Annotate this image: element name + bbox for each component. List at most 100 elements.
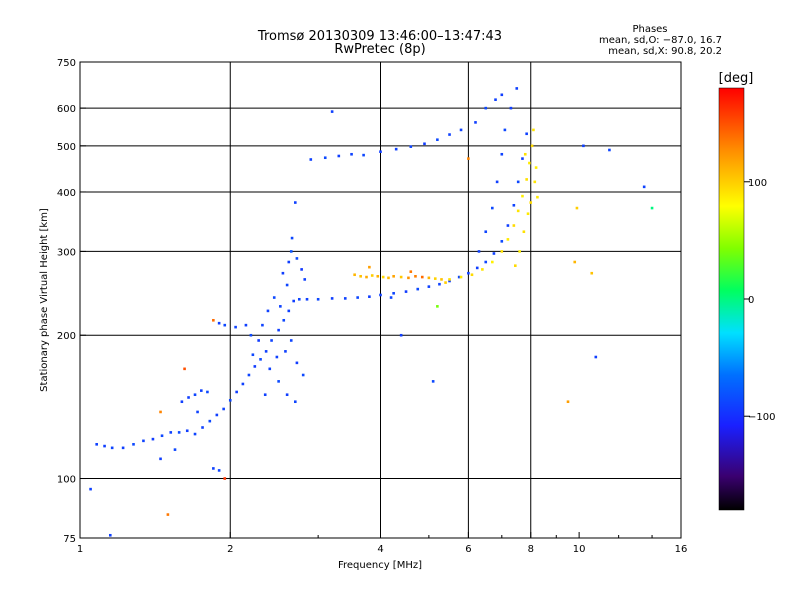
o-mode-point	[416, 287, 420, 291]
o-mode-point	[110, 446, 114, 450]
o-mode-point	[263, 393, 267, 397]
x-tick-label: 8	[528, 544, 534, 555]
o-mode-point	[515, 87, 519, 90]
stats-heading: Phases	[632, 24, 667, 35]
o-mode-point	[594, 355, 598, 359]
o-mode-point	[423, 142, 426, 146]
o-mode-point	[208, 419, 212, 423]
o-mode-point	[234, 325, 237, 329]
y-axis-label: Stationary phase Virtual Height [km]	[39, 208, 50, 392]
o-mode-point	[389, 296, 393, 299]
o-mode-point	[277, 328, 280, 332]
o-mode-point	[521, 157, 524, 160]
o-mode-point	[506, 224, 510, 227]
o-mode-point	[404, 290, 408, 293]
o-mode-point	[285, 283, 289, 287]
o-mode-point	[249, 333, 253, 337]
o-mode-point	[500, 240, 504, 243]
y-tick-label: 500	[57, 142, 76, 153]
o-mode-point	[459, 128, 463, 132]
o-mode-point	[294, 201, 297, 204]
o-mode-point	[484, 230, 488, 234]
o-mode-point	[491, 206, 494, 210]
stats-x-line: mean, sd,X: 90.8, 20.2	[608, 46, 722, 57]
x-mode-point	[525, 178, 528, 181]
o-mode-point	[270, 339, 273, 342]
x-mode-point	[534, 166, 538, 169]
y-tick-label: 400	[57, 188, 76, 199]
o-mode-point	[268, 367, 272, 371]
x-mode-point	[353, 273, 356, 277]
chart-title: Tromsø 20130309 13:46:00–13:47:43	[257, 29, 502, 44]
o-mode-point	[279, 305, 282, 308]
o-mode-point	[500, 152, 504, 156]
x-mode-point	[459, 275, 463, 279]
o-mode-point	[294, 400, 297, 404]
x-mode-point	[481, 268, 484, 271]
o-mode-point	[295, 361, 299, 365]
o-mode-point	[121, 446, 125, 450]
x-mode-point	[575, 206, 579, 210]
x-mode-point	[526, 212, 530, 216]
x-mode-point	[529, 201, 533, 204]
o-mode-point	[185, 429, 189, 433]
o-mode-point	[89, 487, 92, 491]
stats-o-line: mean, sd,O: −87.0, 16.7	[599, 35, 722, 46]
x-mode-point	[566, 400, 570, 404]
x-mode-point	[159, 410, 162, 414]
chart-subtitle: RwPretec (8p)	[334, 42, 425, 57]
o-mode-point	[266, 309, 270, 313]
o-mode-point	[431, 380, 435, 383]
o-mode-point	[509, 106, 513, 110]
o-mode-point	[303, 278, 307, 281]
o-mode-point	[241, 382, 245, 386]
o-mode-point	[235, 390, 238, 394]
o-mode-point	[217, 469, 221, 472]
grid-lines	[80, 62, 681, 538]
x-tick-label: 6	[465, 544, 471, 555]
o-mode-point	[492, 252, 496, 255]
o-mode-point	[251, 353, 255, 357]
o-mode-point	[484, 106, 488, 110]
x-mode-point	[365, 275, 368, 279]
o-mode-point	[392, 291, 395, 295]
o-mode-point	[525, 132, 528, 136]
o-mode-point	[177, 431, 181, 434]
colorbar-label: [deg]	[719, 71, 754, 86]
o-mode-point	[350, 152, 353, 156]
x-axis-ticks: 1 2 4 6 8 10 16	[77, 532, 687, 555]
o-mode-point	[467, 271, 470, 275]
x-mode-point	[359, 274, 362, 278]
colorbar-tick-label: 100	[748, 178, 767, 189]
o-mode-point	[608, 148, 611, 152]
o-mode-point	[337, 154, 341, 158]
x-mode-point	[530, 144, 534, 148]
o-mode-point	[362, 153, 365, 157]
x-mode-point	[536, 195, 539, 199]
o-mode-point	[132, 443, 135, 446]
o-mode-point	[297, 297, 301, 301]
o-mode-point	[169, 431, 173, 434]
y-tick-label: 100	[57, 475, 76, 486]
o-mode-point	[309, 158, 313, 161]
y-tick-label: 750	[57, 58, 76, 69]
x-mode-point	[399, 275, 403, 279]
x-axis-label: Frequency [MHz]	[338, 560, 422, 571]
o-mode-point	[379, 293, 382, 297]
x-mode-point	[448, 278, 451, 281]
x-mode-point	[470, 273, 474, 277]
o-mode-point	[500, 93, 504, 97]
x-mode-point	[420, 275, 424, 279]
o-mode-point	[159, 457, 162, 461]
o-mode-point	[180, 400, 184, 404]
x-mode-point	[521, 194, 524, 198]
o-mode-point	[200, 389, 203, 392]
o-mode-point	[287, 260, 291, 264]
o-mode-point	[427, 285, 431, 288]
o-mode-point	[438, 282, 441, 286]
o-mode-point	[277, 380, 280, 383]
x-mode-point	[514, 264, 517, 267]
o-mode-point	[287, 309, 291, 313]
colorbar-tick-label: 0	[748, 295, 754, 306]
x-mode-point	[427, 276, 431, 280]
